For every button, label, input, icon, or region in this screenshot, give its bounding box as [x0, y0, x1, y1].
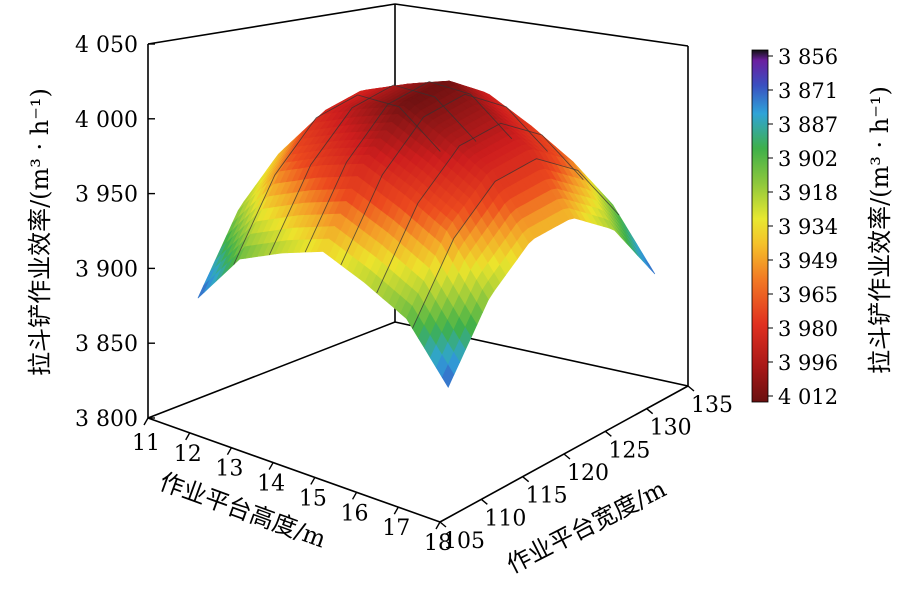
x-tick-mark — [310, 477, 316, 485]
y-tick-mark — [687, 385, 695, 392]
x-tick-mark — [185, 432, 191, 441]
y-tick-label: 135 — [691, 393, 733, 418]
x-tick-label: 16 — [341, 501, 369, 526]
y-tick-label: 105 — [443, 529, 485, 554]
y-tick-mark — [604, 430, 612, 437]
top-back-edge — [147, 3, 396, 45]
colorbar-tick-label: 3 980 — [778, 317, 838, 341]
floor-front-left — [147, 417, 441, 523]
y-tick-mark — [522, 476, 530, 483]
response-surface — [197, 80, 656, 388]
y-tick-label: 110 — [484, 506, 526, 531]
y-tick-mark — [480, 498, 488, 505]
x-tick-mark — [393, 506, 399, 515]
colorbar-ticks: 3 856 3 871 3 887 3 902 3 918 3 934 3 949 3 965… — [768, 45, 838, 409]
colorbar-tick-label: 3 949 — [778, 249, 838, 273]
z-tick-label: 4 000 — [75, 108, 138, 133]
y-tick-mark — [646, 408, 654, 415]
x-tick-label: 13 — [215, 457, 243, 482]
x-tick-mark — [143, 417, 149, 426]
z-axis-ticks: 3 800 3 850 3 900 3 950 4 000 4 050 — [75, 33, 155, 432]
colorbar-tick-label: 3 887 — [778, 113, 838, 137]
colorbar-tick-label: 3 996 — [778, 351, 838, 375]
colorbar-tick-label: 3 934 — [778, 215, 838, 239]
x-tick-label: 18 — [424, 531, 452, 556]
x-tick-mark — [435, 521, 441, 530]
z-tick-label: 3 900 — [75, 257, 138, 282]
surface-contour-line — [340, 93, 548, 266]
x-tick-mark — [351, 491, 358, 500]
x-tick-mark — [226, 447, 233, 456]
surface-contour-line — [268, 84, 477, 255]
colorbar-tick-label: 3 902 — [778, 147, 838, 171]
colorbar-tick-label: 3 856 — [778, 45, 838, 69]
x-tick-label: 11 — [132, 431, 160, 456]
surface-contour-line — [304, 81, 513, 253]
z-tick-label: 3 800 — [75, 407, 138, 432]
colorbar-gradient — [751, 49, 769, 403]
colorbar-tick-label: 3 871 — [778, 79, 838, 103]
y-tick-mark — [439, 521, 447, 528]
surface-patch — [441, 364, 455, 388]
y-tick-label: 115 — [526, 484, 568, 509]
floor-back-left — [147, 321, 396, 419]
colorbar-label: 拉斗铲作业效率/(m³ · h⁻¹) — [866, 86, 894, 374]
colorbar-tick-label: 3 918 — [778, 181, 838, 205]
x-tick-label: 14 — [257, 472, 285, 497]
z-tick-label: 4 050 — [75, 33, 138, 58]
z-axis-label: 拉斗铲作业效率/(m³ · h⁻¹) — [26, 88, 54, 376]
x-tick-label: 17 — [382, 516, 410, 541]
x-tick-mark — [268, 462, 274, 470]
surface-contour-line — [411, 158, 620, 329]
colorbar-tick-label: 3 965 — [778, 283, 838, 307]
y-tick-label: 130 — [650, 416, 692, 441]
x-tick-label: 12 — [174, 442, 202, 467]
colorbar: 3 856 3 871 3 887 3 902 3 918 3 934 3 949 3 965… — [751, 45, 894, 409]
y-tick-mark — [563, 453, 571, 460]
y-tick-label: 125 — [608, 438, 650, 463]
z-tick-label: 3 950 — [75, 183, 138, 208]
y-tick-label: 120 — [567, 461, 609, 486]
top-right-edge — [394, 3, 689, 47]
surface-contour-line — [376, 122, 584, 294]
surface-contour-line — [233, 94, 441, 265]
z-tick-label: 3 850 — [75, 332, 138, 357]
colorbar-tick-label: 4 012 — [778, 385, 838, 409]
x-axis-ticks: 11 12 13 14 15 16 17 18 — [132, 417, 452, 556]
x-tick-label: 15 — [299, 486, 327, 511]
